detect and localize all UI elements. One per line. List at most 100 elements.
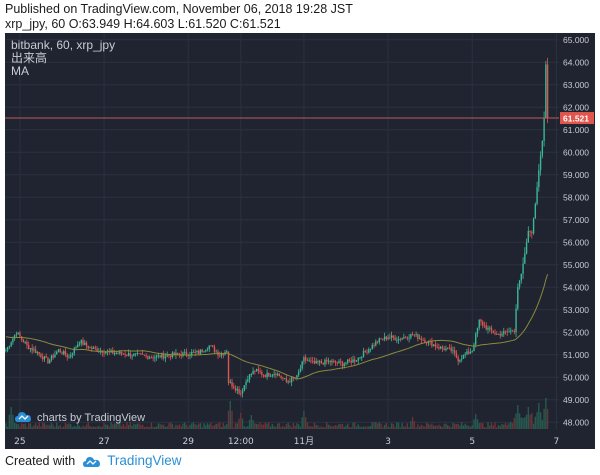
candle-body bbox=[410, 333, 412, 338]
candle-body bbox=[510, 330, 512, 332]
volume-bar bbox=[390, 423, 393, 429]
candle-body bbox=[143, 354, 146, 356]
candle-body bbox=[480, 319, 482, 322]
volume-bar bbox=[47, 424, 49, 429]
y-tick-label: 56.000 bbox=[563, 237, 589, 247]
price-chart[interactable]: 65.000 64.000 63.000 62.000 61.000 60.000 59.0… bbox=[5, 33, 595, 449]
candle-body bbox=[489, 327, 491, 329]
volume-bar bbox=[443, 423, 445, 429]
volume-bar bbox=[318, 427, 321, 429]
candle-body bbox=[396, 340, 398, 342]
candle-body bbox=[317, 361, 319, 363]
candle-body bbox=[159, 355, 161, 358]
candle-body bbox=[199, 349, 202, 354]
volume-bar bbox=[45, 425, 47, 429]
candle-body bbox=[464, 354, 466, 356]
candle-body bbox=[201, 349, 203, 352]
time-axis[interactable]: 25 27 29 12:00 11月 3 5 7 bbox=[14, 436, 559, 447]
volume-bar bbox=[343, 426, 345, 429]
candle-body bbox=[238, 389, 240, 394]
chart-area[interactable]: 65.000 64.000 63.000 62.000 61.000 60.000 59.0… bbox=[5, 33, 595, 449]
volume-bar bbox=[362, 426, 365, 429]
candle-body bbox=[273, 374, 275, 376]
volume-bar bbox=[422, 426, 424, 429]
candle-body bbox=[287, 381, 289, 383]
volume-bar bbox=[397, 422, 400, 429]
volume-bar bbox=[31, 426, 33, 429]
volume-bar bbox=[292, 422, 295, 429]
price-axis[interactable]: 65.000 64.000 63.000 62.000 61.000 60.000 59.0… bbox=[560, 35, 594, 428]
volume-bar bbox=[36, 426, 39, 429]
volume-bar bbox=[89, 425, 91, 429]
volume-bar bbox=[475, 414, 477, 429]
volume-bar bbox=[52, 424, 54, 429]
candle-body bbox=[91, 347, 93, 349]
volume-bar bbox=[425, 422, 428, 429]
y-tick-label: 52.000 bbox=[563, 327, 589, 337]
candle-body bbox=[469, 352, 472, 354]
candle-body bbox=[315, 361, 317, 364]
candle-body bbox=[212, 345, 214, 348]
candle-body bbox=[247, 379, 249, 382]
volume-bar bbox=[320, 426, 323, 429]
volume-bar bbox=[331, 426, 333, 429]
candle-body bbox=[198, 350, 200, 354]
volume-bar bbox=[208, 424, 210, 429]
candle-body bbox=[61, 352, 63, 355]
candle-body bbox=[334, 360, 337, 363]
candle-body bbox=[341, 362, 344, 366]
x-tick-label: 29 bbox=[182, 437, 194, 447]
tradingview-watermark[interactable]: charts by TradingView bbox=[15, 412, 145, 424]
candle-body bbox=[308, 360, 310, 362]
volume-bar bbox=[385, 423, 388, 429]
candle-body bbox=[313, 360, 316, 364]
volume-bar bbox=[173, 427, 175, 429]
volume-bar bbox=[12, 414, 14, 429]
candle-body bbox=[134, 353, 137, 355]
candle-body bbox=[234, 387, 237, 391]
volume-bar bbox=[534, 416, 537, 429]
volume-bar bbox=[56, 422, 58, 429]
volume-bar bbox=[129, 422, 132, 429]
candle-body bbox=[318, 361, 321, 363]
candle-body bbox=[49, 359, 51, 364]
candle-body bbox=[126, 355, 128, 356]
candle-body bbox=[453, 350, 456, 354]
volume-bar bbox=[152, 426, 154, 429]
candle-body bbox=[271, 375, 274, 377]
candle-body bbox=[538, 170, 540, 188]
volume-bars bbox=[5, 398, 549, 429]
volume-bar bbox=[285, 424, 288, 429]
volume-bar bbox=[229, 401, 231, 429]
candle-body bbox=[213, 347, 216, 353]
candle-body bbox=[355, 360, 358, 362]
candle-body bbox=[68, 356, 70, 358]
volume-bar bbox=[206, 423, 209, 429]
candle-body bbox=[359, 357, 361, 358]
volume-bar bbox=[50, 422, 53, 429]
volume-bar bbox=[469, 426, 472, 429]
candle-body bbox=[57, 349, 60, 352]
volume-bar bbox=[269, 426, 272, 429]
volume-bar bbox=[75, 426, 77, 429]
tradingview-brand[interactable]: TradingView bbox=[107, 453, 182, 468]
candle-body bbox=[6, 346, 9, 351]
candle-body bbox=[499, 333, 501, 336]
volume-bar bbox=[261, 424, 263, 429]
candle-body bbox=[150, 357, 153, 359]
legend-volume: 出来高 bbox=[11, 50, 47, 65]
volume-bar bbox=[187, 426, 189, 429]
candle-body bbox=[329, 360, 331, 363]
volume-bar bbox=[115, 423, 118, 429]
candle-body bbox=[56, 351, 58, 355]
x-tick-label: 25 bbox=[14, 437, 25, 447]
volume-bar bbox=[415, 427, 417, 429]
candle-body bbox=[220, 353, 223, 356]
volume-bar bbox=[27, 423, 30, 429]
volume-bar bbox=[231, 410, 233, 429]
volume-bar bbox=[15, 423, 18, 429]
candle-body bbox=[326, 359, 328, 362]
candle-body bbox=[476, 327, 479, 334]
candle-body bbox=[173, 352, 175, 355]
volume-bar bbox=[122, 423, 125, 429]
